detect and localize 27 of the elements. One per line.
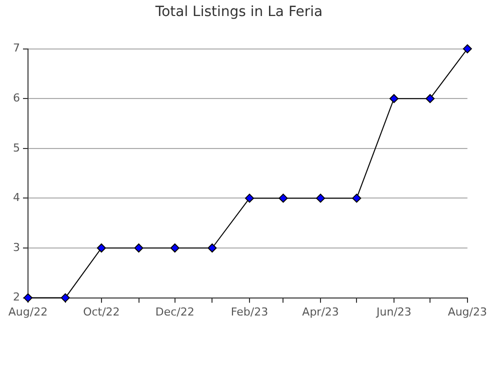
point bbox=[278, 194, 288, 203]
y-tick-label: 2 bbox=[13, 290, 20, 304]
point bbox=[96, 244, 106, 252]
point bbox=[245, 194, 254, 203]
x-tick-label: Oct/22 bbox=[83, 305, 120, 318]
x-tick-label: Jun/23 bbox=[376, 305, 412, 318]
point bbox=[170, 244, 180, 252]
point bbox=[389, 94, 398, 104]
x-tick-label: Aug/23 bbox=[448, 305, 488, 318]
point bbox=[134, 244, 144, 252]
point bbox=[24, 293, 32, 302]
y-tick-label: 7 bbox=[13, 42, 20, 55]
point bbox=[208, 244, 217, 252]
point bbox=[316, 194, 326, 203]
x-tick-label: Dec/22 bbox=[155, 305, 194, 318]
chart-title: Total Listings in La Feria bbox=[154, 4, 323, 20]
point bbox=[426, 94, 435, 104]
point bbox=[352, 194, 362, 203]
y-tick-label: 5 bbox=[13, 141, 20, 154]
x-tick-label: Feb/23 bbox=[230, 305, 268, 318]
y-tick-label: 6 bbox=[13, 91, 20, 104]
x-tick-label: Aug/22 bbox=[8, 305, 48, 318]
point bbox=[462, 44, 472, 54]
y-tick-label: 3 bbox=[13, 240, 20, 254]
point bbox=[60, 293, 70, 302]
x-tick-label: Apr/23 bbox=[302, 305, 339, 318]
y-tick-label: 4 bbox=[13, 191, 20, 204]
